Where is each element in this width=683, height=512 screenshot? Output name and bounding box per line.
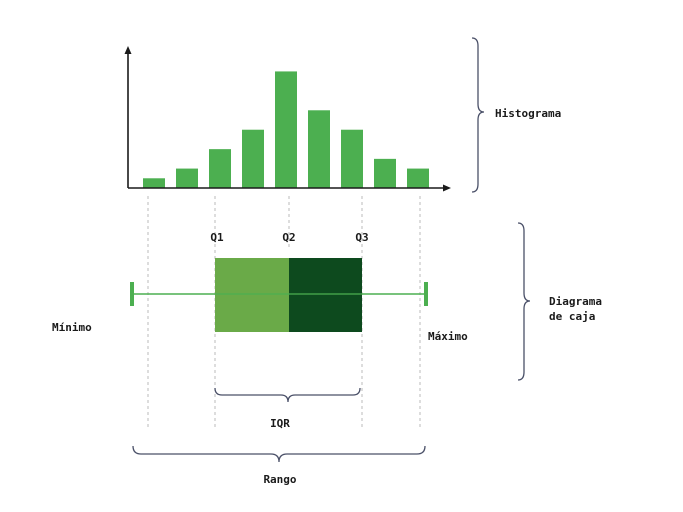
histogram-bars — [143, 71, 429, 188]
range-label: Rango — [263, 473, 296, 486]
histogram-label: Histograma — [495, 107, 561, 120]
q1-label: Q1 — [210, 231, 224, 244]
minimum-label: Mínimo — [52, 321, 92, 334]
boxplot-label-line2: de caja — [549, 310, 595, 323]
maximum-cap — [424, 282, 428, 306]
minimum-cap — [130, 282, 134, 306]
range-brace — [132, 445, 426, 463]
histogram-bar — [209, 149, 231, 188]
histogram-bar — [143, 178, 165, 188]
histogram-bar — [341, 129, 363, 188]
iqr-label: IQR — [270, 417, 290, 430]
histogram-bar — [275, 71, 297, 188]
q3-label: Q3 — [355, 231, 368, 244]
box-lower-half — [215, 258, 289, 332]
y-axis-arrow — [124, 46, 132, 54]
iqr-brace — [214, 387, 361, 403]
box-upper-half — [289, 258, 362, 332]
histogram-brace — [471, 37, 485, 193]
histogram-bar — [407, 168, 429, 188]
boxplot-label-line1: Diagrama — [549, 295, 602, 308]
q2-label: Q2 — [282, 231, 295, 244]
maximum-label: Máximo — [428, 330, 468, 343]
boxplot-brace — [517, 222, 531, 381]
histogram-bar — [176, 168, 198, 188]
histogram-bar — [374, 158, 396, 188]
x-axis-arrow — [443, 184, 451, 192]
histogram-bar — [242, 129, 264, 188]
histogram-bar — [308, 110, 330, 188]
